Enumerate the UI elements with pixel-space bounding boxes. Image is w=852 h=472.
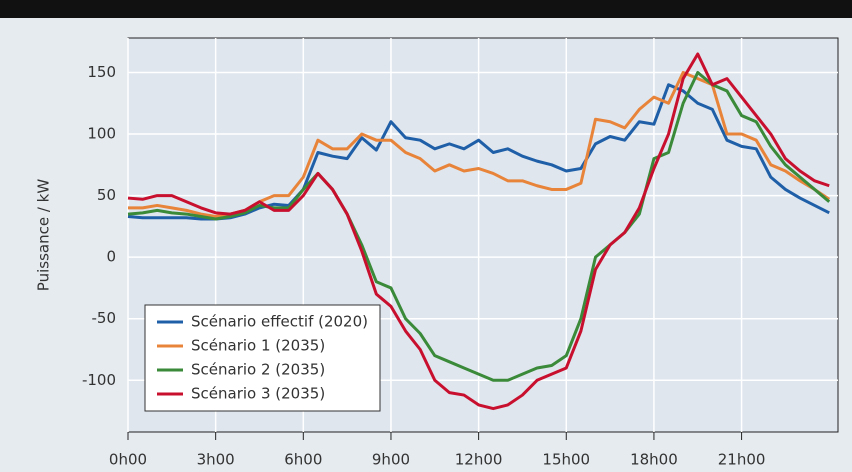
- legend: Scénario effectif (2020) Scénario 1 (2035…: [144, 304, 381, 412]
- x-tick-label: 12h00: [455, 451, 503, 469]
- y-tick-label: 0: [106, 248, 116, 266]
- legend-label: Scénario effectif (2020): [191, 313, 368, 331]
- top-bar: [0, 0, 852, 18]
- legend-box: [144, 304, 381, 412]
- y-tick-label: 150: [87, 63, 116, 81]
- series-line: [127, 52, 830, 411]
- x-tick-label: 6h00: [284, 451, 322, 469]
- y-axis-label: Puissance / kW: [35, 179, 53, 292]
- x-tick-label: 18h00: [630, 451, 678, 469]
- x-tick-label: 9h00: [372, 451, 410, 469]
- legend-label: Scénario 1 (2035): [191, 337, 325, 355]
- y-tick-label: 50: [97, 186, 116, 204]
- legend-label: Scénario 2 (2035): [191, 361, 325, 379]
- legend-label: Scénario 3 (2035): [191, 385, 325, 403]
- x-tick-label: 3h00: [197, 451, 235, 469]
- y-tick-label: -100: [82, 371, 116, 389]
- x-tick-label: 21h00: [718, 451, 766, 469]
- y-tick-label: 100: [87, 125, 116, 143]
- x-tick-label: 0h00: [109, 451, 147, 469]
- x-tick-label: 15h00: [542, 451, 590, 469]
- y-tick-label: -50: [92, 309, 117, 327]
